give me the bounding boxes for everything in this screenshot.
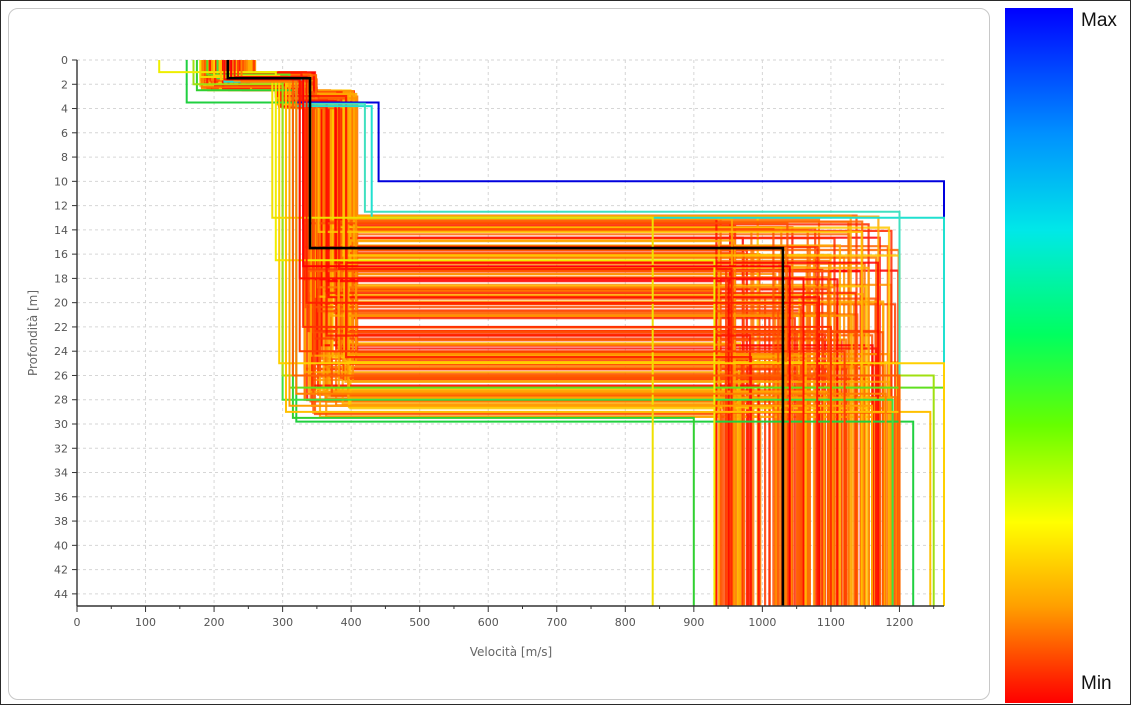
y-tick-label: 28 bbox=[54, 394, 68, 407]
y-tick-label: 22 bbox=[54, 321, 68, 334]
axes: 0 100 200 300 400 500 600 700 800 900 1000 1100 1200… bbox=[54, 54, 944, 629]
profiles bbox=[158, 60, 945, 606]
sampled-profile bbox=[223, 60, 945, 606]
best-profile-line bbox=[226, 60, 785, 606]
y-tick-label: 2 bbox=[61, 78, 68, 91]
sampled-profile bbox=[223, 60, 805, 606]
x-tick-label: 1100 bbox=[817, 616, 845, 629]
y-tick-label: 30 bbox=[54, 418, 68, 431]
x-tick-label: 0 bbox=[74, 616, 81, 629]
y-tick-label: 34 bbox=[54, 467, 68, 480]
velocity-depth-chart: 0 100 200 300 400 500 600 700 800 900 1000 1100 1200… bbox=[26, 54, 945, 659]
colorbar-max-label: Max bbox=[1081, 10, 1117, 31]
y-tick-label: 18 bbox=[54, 272, 68, 285]
sampled-profile bbox=[158, 60, 716, 606]
y-tick-label: 42 bbox=[54, 564, 68, 577]
y-tick-label: 24 bbox=[54, 345, 68, 358]
y-tick-label: 8 bbox=[61, 151, 68, 164]
colorbar-min-label: Min bbox=[1081, 673, 1112, 694]
sampled-profile bbox=[216, 60, 894, 606]
x-tick-label: 700 bbox=[546, 616, 567, 629]
sampled-profile bbox=[195, 60, 695, 606]
sampled-profile bbox=[185, 60, 915, 606]
sampled-profile bbox=[233, 60, 873, 606]
y-tick-label: 6 bbox=[61, 127, 68, 140]
y-axis-title: Profondità [m] bbox=[26, 290, 40, 376]
y-tick-label: 16 bbox=[54, 248, 68, 261]
y-tick-label: 10 bbox=[54, 175, 68, 188]
y-tick-label: 40 bbox=[54, 539, 68, 552]
sampled-profile bbox=[240, 60, 887, 606]
y-tick-label: 4 bbox=[61, 103, 68, 116]
sampled-profile bbox=[213, 60, 945, 606]
y-tick-label: 12 bbox=[54, 200, 68, 213]
y-tick-label: 26 bbox=[54, 369, 68, 382]
x-tick-label: 200 bbox=[204, 616, 225, 629]
sampled-profile bbox=[192, 60, 935, 606]
x-tick-label: 500 bbox=[409, 616, 430, 629]
colorbar bbox=[1005, 8, 1073, 703]
x-tick-label: 900 bbox=[683, 616, 704, 629]
y-tick-label: 32 bbox=[54, 442, 68, 455]
x-axis-title: Velocità [m/s] bbox=[470, 645, 553, 659]
x-tick-label: 300 bbox=[272, 616, 293, 629]
x-tick-label: 800 bbox=[615, 616, 636, 629]
y-tick-label: 14 bbox=[54, 224, 68, 237]
y-tick-label: 36 bbox=[54, 491, 68, 504]
x-tick-label: 400 bbox=[341, 616, 362, 629]
sampled-profile bbox=[199, 60, 654, 606]
x-tick-label: 100 bbox=[135, 616, 156, 629]
y-tick-label: 44 bbox=[54, 588, 68, 601]
y-tick-label: 0 bbox=[61, 54, 68, 67]
x-tick-label: 1200 bbox=[885, 616, 913, 629]
y-tick-label: 20 bbox=[54, 297, 68, 310]
x-tick-label: 600 bbox=[478, 616, 499, 629]
x-tick-label: 1000 bbox=[748, 616, 776, 629]
sampled-profile bbox=[219, 60, 932, 606]
y-tick-label: 38 bbox=[54, 515, 68, 528]
